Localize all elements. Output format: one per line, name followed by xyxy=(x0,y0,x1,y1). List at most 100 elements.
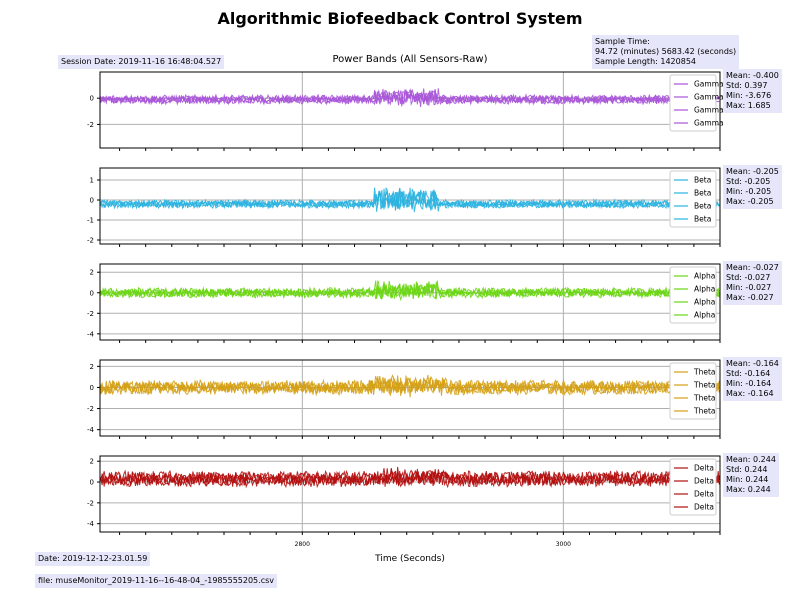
stat-max: Max: 1.685 xyxy=(726,101,771,110)
legend-box xyxy=(669,362,717,420)
stats-box-delta: Mean: 0.244 Std: 0.244 Min: 0.244 Max: 0.24… xyxy=(723,453,779,497)
series-line-delta-4 xyxy=(99,466,720,485)
session-date-box: Session Date: 2019-11-16 16:48:04.527 xyxy=(58,55,225,69)
panel-frame xyxy=(99,455,721,533)
legend-label: Theta xyxy=(693,407,716,416)
stat-mean: Mean: -0.164 xyxy=(726,359,779,368)
stat-std: Std: 0.397 xyxy=(726,81,768,90)
stat-min: Min: -0.027 xyxy=(726,283,772,292)
legend-theta: Theta Theta Theta Theta xyxy=(669,362,717,420)
y-tick-label: -1 xyxy=(87,217,94,225)
y-tick-label: -2 xyxy=(87,237,94,245)
sample-time-label: Sample Time: xyxy=(595,37,650,46)
chart-title: Algorithmic Biofeedback Control System xyxy=(217,9,583,28)
y-tick-label: 0 xyxy=(90,289,94,297)
y-tick-label: 2 xyxy=(90,458,94,466)
panel-delta: 2 0 -2 -4 Delta Delta Delta Delta xyxy=(87,455,721,535)
stats-box-alpha: Mean: -0.027 Std: -0.027 Min: -0.027 Max: -… xyxy=(723,261,782,305)
series-line-theta-1 xyxy=(99,377,720,398)
y-tick-label: -4 xyxy=(87,520,95,528)
legend-label: Delta xyxy=(694,490,714,499)
session-date-text: Session Date: 2019-11-16 16:48:04.527 xyxy=(61,57,222,66)
stat-max: Max: 0.244 xyxy=(726,485,771,494)
legend-label: Delta xyxy=(694,477,714,486)
legend-label: Gamma xyxy=(694,80,724,89)
stat-max: Max: -0.205 xyxy=(726,197,774,206)
y-tick-label: 2 xyxy=(90,363,94,371)
legend-label: Gamma xyxy=(694,119,724,128)
panel-frame xyxy=(99,359,721,437)
y-tick-label: -2 xyxy=(87,405,94,413)
stat-max: Max: -0.164 xyxy=(726,389,774,398)
y-tick-label: -2 xyxy=(87,499,94,507)
y-tick-label: 0 xyxy=(90,384,94,392)
footer-file-box: file: museMonitor_2019-11-16--16-48-04_-… xyxy=(35,574,277,588)
legend-label: Theta xyxy=(693,381,716,390)
panel-gamma: 0 -2 Gamma Gamma Gamma Gamma xyxy=(87,71,724,151)
legend-label: Theta xyxy=(693,368,716,377)
stat-mean: Mean: -0.027 xyxy=(726,263,779,272)
legend-delta: Delta Delta Delta Delta xyxy=(669,458,717,516)
series-line-delta-3 xyxy=(99,468,720,487)
stat-min: Min: 0.244 xyxy=(726,475,769,484)
footer-date-text: Date: 2019-12-12-23.01.59 xyxy=(38,554,148,563)
legend-label: Beta xyxy=(694,176,711,185)
stats-box-beta: Mean: -0.205 Std: -0.205 Min: -0.205 Max: -… xyxy=(723,165,782,209)
legend-gamma: Gamma Gamma Gamma Gamma xyxy=(669,74,724,132)
legend-label: Alpha xyxy=(694,285,715,294)
panel-theta: 2 0 -2 -4 Theta Theta Theta Theta xyxy=(87,359,721,439)
legend-label: Delta xyxy=(694,464,714,473)
series-line-alpha-4 xyxy=(99,280,720,300)
x-tick-label: 2800 xyxy=(295,541,310,548)
legend-alpha: Alpha Alpha Alpha Alpha xyxy=(669,266,717,324)
y-tick-label: 0 xyxy=(90,197,94,205)
legend-label: Gamma xyxy=(694,93,724,102)
series-line-theta-4 xyxy=(99,374,720,394)
stat-std: Std: -0.027 xyxy=(726,273,771,282)
sample-length-value: Sample Length: 1420854 xyxy=(595,57,696,66)
stat-min: Min: -0.164 xyxy=(726,379,772,388)
footer-date-box: Date: 2019-12-12-23.01.59 xyxy=(35,552,151,566)
stat-min: Min: -0.205 xyxy=(726,187,772,196)
legend-box xyxy=(669,266,717,324)
y-tick-label: -4 xyxy=(87,330,95,338)
series-line-beta-4 xyxy=(99,186,720,208)
stat-mean: Mean: -0.205 xyxy=(726,167,779,176)
stat-mean: Mean: -0.400 xyxy=(726,71,779,80)
stat-std: Std: -0.164 xyxy=(726,369,771,378)
stats-box-theta: Mean: -0.164 Std: -0.164 Min: -0.164 Max: -… xyxy=(723,357,782,401)
panel-alpha: 2 0 -2 -4 Alpha Alpha Alpha Alpha xyxy=(87,263,721,343)
panel-frame xyxy=(99,71,721,149)
panel-beta: 1 0 -1 -2 Beta Beta Beta Beta xyxy=(87,167,721,247)
panel-frame xyxy=(99,263,721,341)
legend-label: Alpha xyxy=(694,298,715,307)
legend-box xyxy=(669,458,717,516)
legend-label: Theta xyxy=(693,394,716,403)
legend-box xyxy=(669,170,717,228)
y-tick-label: -2 xyxy=(87,121,94,129)
legend-box xyxy=(669,74,717,132)
footer-file-text: file: museMonitor_2019-11-16--16-48-04_-… xyxy=(38,576,274,585)
sample-time-value: 94.72 (minutes) 5683.42 (seconds) xyxy=(595,47,737,56)
legend-label: Alpha xyxy=(694,272,715,281)
y-tick-label: -4 xyxy=(87,426,95,434)
y-tick-label: 0 xyxy=(90,479,94,487)
x-axis-label: Time (Seconds) xyxy=(375,554,445,564)
panel-frame xyxy=(99,167,721,245)
stat-mean: Mean: 0.244 xyxy=(726,455,776,464)
y-tick-label: 2 xyxy=(90,269,94,277)
legend-label: Delta xyxy=(694,503,714,512)
legend-label: Beta xyxy=(694,189,711,198)
series-line-alpha-2 xyxy=(99,281,720,300)
legend-label: Alpha xyxy=(694,311,715,320)
legend-label: Beta xyxy=(694,215,711,224)
legend-label: Gamma xyxy=(694,106,724,115)
stat-min: Min: -3.676 xyxy=(726,91,772,100)
sample-info-box: Sample Time: 94.72 (minutes) 5683.42 (se… xyxy=(592,35,740,69)
y-tick-label: 0 xyxy=(90,95,94,103)
y-tick-label: 1 xyxy=(90,177,94,185)
chart-subtitle: Power Bands (All Sensors-Raw) xyxy=(332,54,488,65)
legend-beta: Beta Beta Beta Beta xyxy=(669,170,717,228)
x-tick-label: 3000 xyxy=(556,541,571,548)
legend-label: Beta xyxy=(694,202,711,211)
